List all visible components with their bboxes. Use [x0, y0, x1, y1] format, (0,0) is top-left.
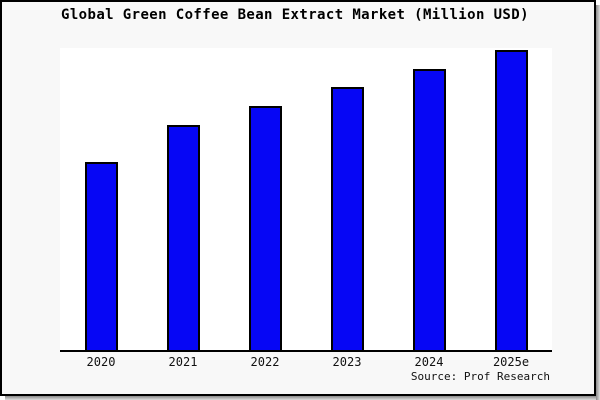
- bar-2020: [84, 161, 118, 350]
- bar-2022: [248, 105, 282, 350]
- x-tick-label-2023: 2023: [332, 355, 362, 369]
- bar-2025e: [494, 50, 528, 350]
- x-axis-line: [60, 350, 552, 352]
- frame-shadow-right: [596, 5, 600, 400]
- x-tick-label-2021: 2021: [168, 355, 198, 369]
- x-tick-label-2024: 2024: [414, 355, 444, 369]
- bar-2023: [330, 86, 364, 350]
- chart-title: Global Green Coffee Bean Extract Market …: [61, 7, 529, 23]
- x-axis-labels: 2020 2021 2022 2023 2024 2025e: [60, 355, 552, 371]
- bar-2021: [166, 125, 200, 350]
- bar-2024: [412, 69, 446, 350]
- x-tick-label-2025e: 2025e: [492, 355, 530, 369]
- frame-shadow-bottom: [5, 396, 596, 400]
- source-text: Source: Prof Research: [410, 370, 550, 383]
- x-tick-label-2020: 2020: [86, 355, 116, 369]
- plot-area: [60, 48, 552, 350]
- x-tick-label-2022: 2022: [250, 355, 280, 369]
